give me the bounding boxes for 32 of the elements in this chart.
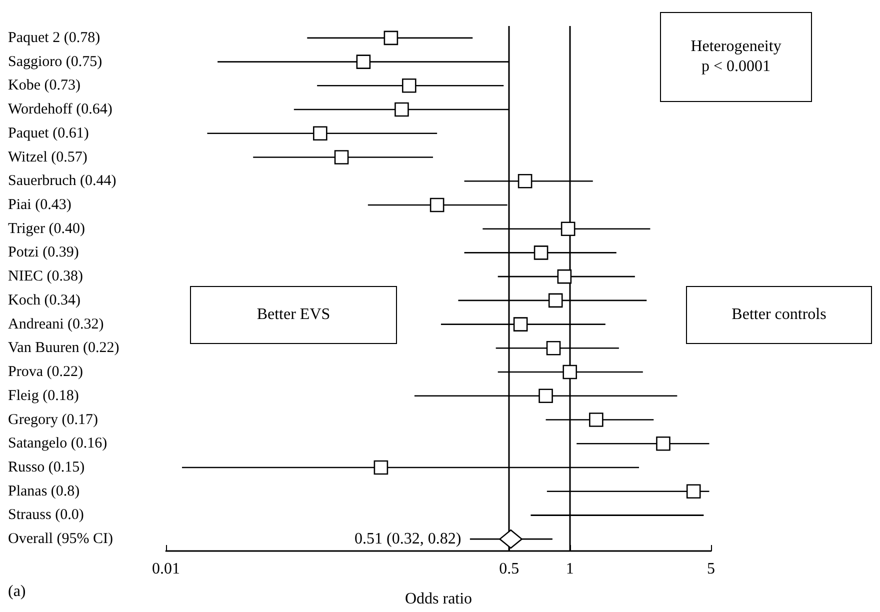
data-label: 0.51 (0.32, 0.82) (354, 530, 462, 548)
y-tick-label: Fleig (0.18) (8, 388, 79, 404)
text-box: Better controls (686, 286, 872, 344)
y-tick-label: Koch (0.34) (8, 292, 80, 308)
y-tick-label: Paquet 2 (0.78) (8, 30, 100, 46)
y-tick-label: Saggioro (0.75) (8, 54, 102, 70)
x-axis-title: Odds ratio (404, 590, 472, 608)
y-tick-label: Gregory (0.17) (8, 412, 98, 428)
x-tick-label: 5 (707, 560, 715, 578)
y-tick-label: Prova (0.22) (8, 364, 83, 380)
x-tick-label: 0.5 (499, 560, 520, 578)
y-tick-label: Russo (0.15) (8, 459, 85, 476)
y-tick-label: Satangelo (0.16) (8, 436, 108, 452)
y-tick-label: NIEC (0.38) (8, 268, 83, 285)
text: (a) (8, 583, 26, 601)
y-tick-label: Piai (0.43) (8, 196, 72, 213)
y-tick-label: Strauss (0.0) (8, 507, 84, 524)
x-tick-label: 0.01 (152, 560, 180, 578)
y-tick-label: Potzi (0.39) (8, 244, 79, 261)
y-tick-label: Van Buuren (0.22) (8, 340, 120, 356)
y-tick-label: Andreani (0.32) (8, 316, 104, 332)
y-tick-label: Planas (0.8) (8, 483, 80, 500)
y-tick-label: Kobe (0.73) (8, 78, 80, 94)
y-tick-label: Overall (95% CI) (8, 531, 113, 548)
y-tick-label: Triger (0.40) (8, 220, 85, 237)
y-tick-label: Sauerbruch (0.44) (8, 173, 116, 190)
y-tick-label: Wordehoff (0.64) (8, 102, 112, 118)
text-box: Better EVS (190, 286, 397, 344)
y-tick-label: Witzel (0.57) (8, 149, 88, 166)
x-tick-label: 1 (566, 560, 574, 578)
y-tick-label: Paquet (0.61) (8, 125, 89, 142)
text-box: Heterogeneity p < 0.0001 (660, 12, 812, 102)
